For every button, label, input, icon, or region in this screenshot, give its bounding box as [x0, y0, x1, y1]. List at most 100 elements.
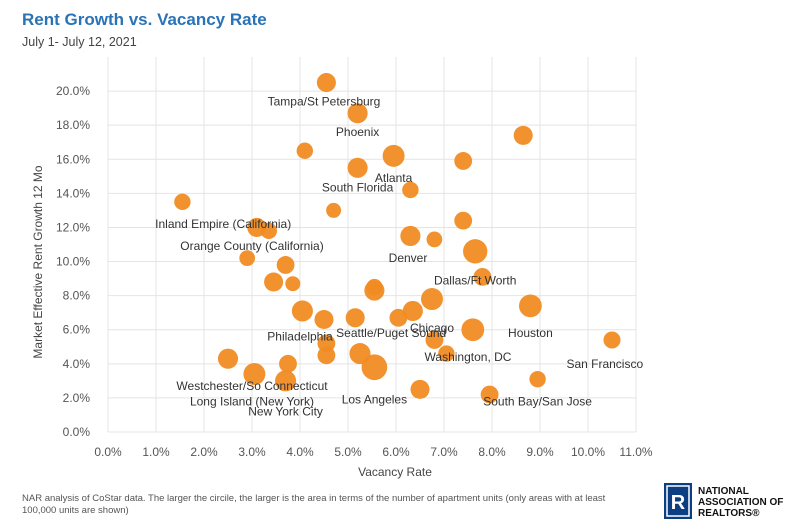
data-point	[174, 193, 191, 211]
point-label: Dallas/Ft Worth	[434, 273, 516, 287]
data-point	[421, 288, 443, 311]
data-point	[603, 331, 621, 349]
data-point	[264, 272, 284, 292]
logo-text: NATIONAL ASSOCIATION OF REALTORS®	[698, 486, 783, 519]
logo-line-2: ASSOCIATION OF	[698, 497, 784, 508]
data-point	[317, 346, 336, 365]
data-point	[291, 300, 313, 322]
y-axis-label: Market Effective Rent Growth 12 Mo	[31, 165, 45, 359]
point-label: Chicago	[410, 321, 454, 335]
y-axis-ticks: 0.0% 2.0% 4.0% 6.0% 8.0% 10.0% 12.0% 14.0% 16.0%…	[56, 84, 90, 439]
chart-subtitle: July 1- July 12, 2021	[22, 35, 137, 49]
y-tick-label: 16.0%	[56, 152, 90, 166]
point-label: Atlanta	[375, 171, 413, 185]
point-label: Houston	[508, 326, 553, 340]
data-point	[438, 345, 455, 362]
x-tick-label: 7.0%	[430, 445, 458, 459]
data-points	[174, 73, 621, 404]
point-label: South Florida	[322, 180, 394, 194]
footnote: NAR analysis of CoStar data. The larger …	[22, 493, 662, 517]
y-tick-label: 4.0%	[63, 357, 91, 371]
data-point	[260, 222, 277, 240]
data-point	[425, 331, 444, 349]
point-label: Inland Empire (California)	[155, 217, 291, 231]
x-tick-label: 11.0%	[619, 445, 652, 459]
point-label: Long Island (New York)	[190, 394, 314, 408]
x-tick-label: 6.0%	[382, 445, 410, 459]
data-point	[389, 308, 408, 327]
nar-logo: R NATIONAL ASSOCIATION OF REALTORS®	[664, 483, 794, 523]
point-label: Tampa/St Petersburg	[268, 94, 381, 108]
data-point	[473, 267, 492, 286]
data-point	[279, 354, 297, 373]
data-point	[400, 225, 421, 247]
point-label: Philadelphia	[267, 330, 333, 344]
data-point	[296, 142, 313, 159]
x-tick-label: 8.0%	[478, 445, 506, 459]
y-tick-label: 6.0%	[63, 323, 91, 337]
data-point	[217, 348, 239, 369]
y-tick-label: 12.0%	[56, 220, 90, 234]
data-point	[285, 276, 301, 292]
data-point	[326, 202, 342, 218]
point-label: San Francisco	[566, 357, 643, 371]
data-point	[347, 157, 368, 178]
data-point	[276, 256, 295, 274]
point-label: South Bay/San Jose	[483, 394, 592, 408]
x-tick-label: 5.0%	[334, 445, 362, 459]
data-point	[519, 294, 542, 318]
x-tick-label: 1.0%	[142, 445, 170, 459]
point-label: New York City	[248, 405, 323, 419]
y-tick-label: 18.0%	[56, 118, 90, 132]
point-label: Phoenix	[336, 125, 379, 139]
logo-line-3: REALTORS®	[698, 508, 760, 519]
x-tick-label: 3.0%	[238, 445, 266, 459]
grid-lines	[107, 57, 637, 433]
data-point	[314, 309, 334, 330]
point-label: Orange County (California)	[180, 239, 323, 253]
data-point	[410, 379, 430, 399]
y-tick-label: 0.0%	[63, 425, 91, 439]
data-point	[426, 231, 443, 248]
y-tick-label: 10.0%	[56, 255, 90, 269]
data-point	[275, 370, 297, 392]
x-tick-label: 2.0%	[190, 445, 218, 459]
data-point	[347, 103, 368, 124]
y-tick-label: 20.0%	[56, 84, 90, 98]
y-tick-label: 2.0%	[63, 391, 91, 405]
chart-title: Rent Growth vs. Vacancy Rate	[22, 10, 267, 29]
data-point	[316, 73, 336, 93]
data-point	[402, 181, 419, 199]
point-label: Seattle/Puget Sound	[336, 326, 446, 340]
y-tick-label: 8.0%	[63, 289, 91, 303]
svg-text:R: R	[671, 492, 686, 514]
x-tick-label: 9.0%	[526, 445, 554, 459]
data-point	[463, 239, 488, 264]
data-point	[461, 318, 485, 342]
data-point	[402, 300, 423, 322]
data-point	[382, 144, 405, 167]
point-label: Washington, DC	[425, 350, 512, 364]
point-label: Westchester/So Connecticut	[176, 379, 328, 393]
x-axis-label: Vacancy Rate	[358, 465, 432, 479]
data-point	[480, 385, 499, 404]
logo-line-1: NATIONAL	[698, 486, 749, 497]
point-label: Los Angeles	[342, 393, 407, 407]
data-point	[454, 152, 473, 170]
x-tick-label: 10.0%	[571, 445, 605, 459]
x-axis-ticks: 0.0% 1.0% 2.0% 3.0% 4.0% 5.0% 6.0% 7.0% 8.0% 9.0%…	[94, 445, 653, 459]
data-point	[513, 125, 533, 145]
data-point	[243, 363, 266, 386]
data-point	[345, 308, 365, 328]
data-point	[454, 211, 473, 230]
data-point	[364, 280, 385, 301]
x-tick-label: 4.0%	[286, 445, 314, 459]
point-label: Denver	[389, 251, 428, 265]
x-tick-label: 0.0%	[94, 445, 122, 459]
y-tick-label: 14.0%	[56, 186, 90, 200]
data-point	[529, 370, 546, 388]
scatter-chart: 0.0% 1.0% 2.0% 3.0% 4.0% 5.0% 6.0% 7.0% 8.0% 9.0%…	[31, 57, 653, 479]
data-point	[239, 250, 256, 266]
footnote-line-2: 100,000 units are shown)	[22, 505, 129, 516]
